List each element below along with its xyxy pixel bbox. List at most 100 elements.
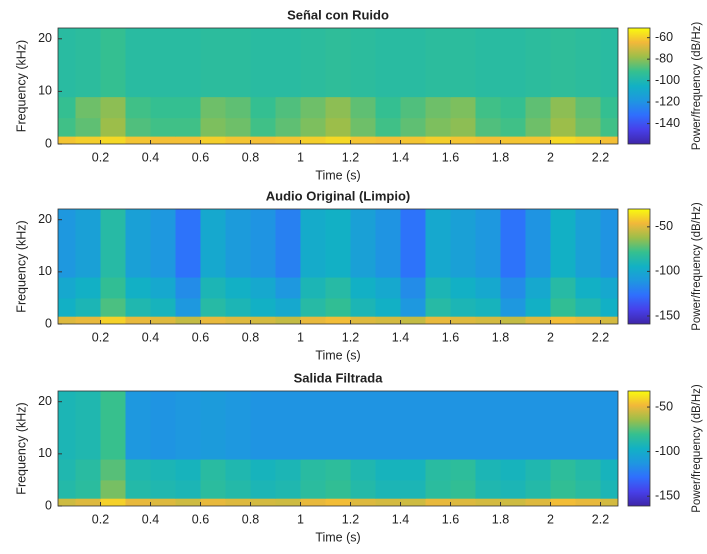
cell	[100, 479, 126, 499]
cell	[525, 277, 551, 299]
cell	[125, 316, 151, 324]
cell	[450, 479, 476, 499]
colorbar-tick-label: -150	[655, 488, 680, 502]
cell	[300, 297, 326, 317]
cell	[375, 117, 401, 137]
cell	[250, 136, 276, 144]
cell	[500, 209, 526, 278]
y-tick-label: 10	[38, 446, 52, 460]
cell	[125, 136, 151, 144]
y-tick-label: 0	[45, 498, 52, 512]
cell	[525, 316, 551, 324]
cell	[275, 316, 301, 324]
cell	[175, 459, 201, 481]
y-axis-label: Frequency (kHz)	[14, 402, 28, 494]
cell	[75, 297, 101, 317]
cell	[200, 498, 226, 506]
x-tick-label: 1.6	[442, 150, 459, 164]
x-tick-label: 1.8	[492, 150, 509, 164]
cell	[550, 459, 576, 481]
cell	[100, 136, 126, 144]
cell	[575, 316, 601, 324]
cell	[225, 277, 251, 299]
x-tick-label: 2.2	[592, 330, 609, 344]
cell	[525, 297, 551, 317]
cell	[150, 209, 176, 278]
cell	[475, 28, 501, 98]
x-tick-label: 1.8	[492, 512, 509, 526]
cell	[275, 136, 301, 144]
cell	[100, 209, 126, 278]
y-tick-label: 0	[45, 136, 52, 150]
cell	[250, 209, 276, 278]
axes-box	[57, 27, 619, 145]
cell	[58, 28, 76, 98]
cell	[350, 316, 376, 324]
cell	[350, 117, 376, 137]
cell	[450, 316, 476, 324]
x-tick-label: 1.4	[392, 512, 409, 526]
cell	[150, 316, 176, 324]
x-tick-label: 0.4	[142, 150, 159, 164]
cell	[75, 316, 101, 324]
cell	[525, 117, 551, 137]
cell	[600, 498, 618, 506]
x-tick-label: 1.2	[342, 330, 359, 344]
cell	[600, 459, 618, 481]
cell	[600, 479, 618, 499]
cell	[525, 28, 551, 98]
cell	[300, 479, 326, 499]
cell	[600, 28, 618, 98]
cell	[400, 209, 426, 278]
colorbar-label: Power/frequency (dB/Hz)	[691, 22, 703, 151]
cell	[575, 297, 601, 317]
cell	[450, 136, 476, 144]
cell	[225, 136, 251, 144]
cell	[525, 136, 551, 144]
cell	[275, 96, 301, 119]
colorbar-label: Power/frequency (dB/Hz)	[691, 384, 703, 513]
cell	[550, 277, 576, 299]
cell	[575, 479, 601, 499]
cell	[350, 136, 376, 144]
cell	[325, 459, 351, 481]
cell	[275, 117, 301, 137]
cell	[100, 391, 126, 460]
cell	[75, 459, 101, 481]
x-axis-label: Time (s)	[315, 530, 360, 544]
cell	[58, 277, 76, 299]
cell	[58, 96, 76, 119]
cell	[300, 498, 326, 506]
cell	[475, 136, 501, 144]
cell	[425, 209, 451, 278]
cell	[525, 479, 551, 499]
cell	[300, 209, 326, 278]
cell	[225, 391, 251, 460]
cell	[300, 391, 326, 460]
cell	[225, 117, 251, 137]
cell	[250, 391, 276, 460]
cell	[575, 391, 601, 460]
cell	[200, 209, 226, 278]
cell	[75, 96, 101, 119]
axes-box	[57, 208, 619, 325]
heatmap	[58, 391, 618, 506]
y-axis-label: Frequency (kHz)	[14, 40, 28, 132]
cell	[425, 297, 451, 317]
cell	[300, 277, 326, 299]
cell	[425, 479, 451, 499]
cell	[58, 117, 76, 137]
cell	[350, 459, 376, 481]
cell	[58, 209, 76, 278]
x-tick-label: 1.4	[392, 330, 409, 344]
cell	[400, 297, 426, 317]
cell	[75, 117, 101, 137]
cell	[275, 498, 301, 506]
x-axis-label: Time (s)	[315, 348, 360, 362]
cell	[125, 479, 151, 499]
cell	[225, 297, 251, 317]
cell	[600, 117, 618, 137]
cell	[375, 498, 401, 506]
cell	[325, 391, 351, 460]
colorbar-tick-label: -120	[655, 94, 680, 108]
